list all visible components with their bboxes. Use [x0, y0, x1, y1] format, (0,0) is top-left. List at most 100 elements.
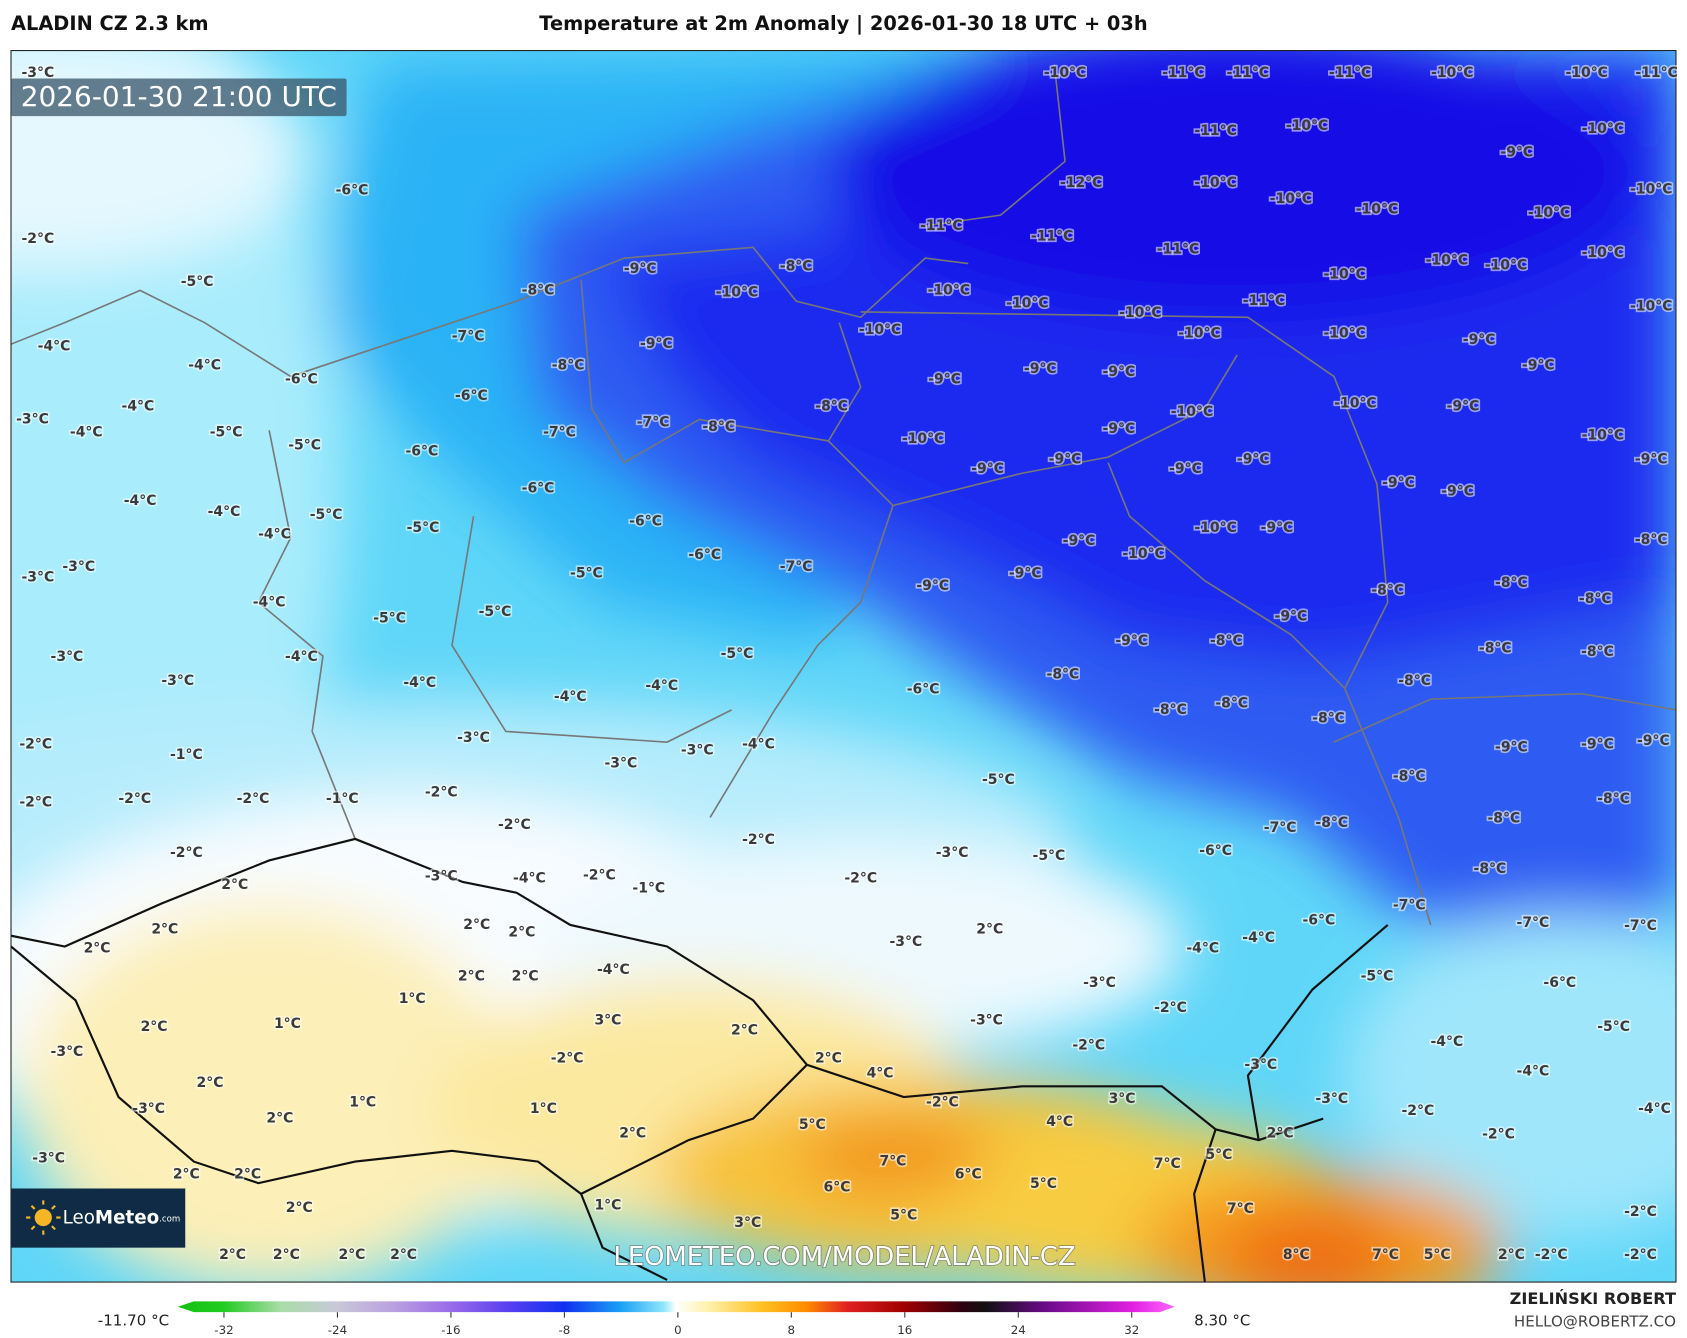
- temperature-label: -7°C: [780, 559, 813, 575]
- temperature-label: 6°C: [824, 1179, 851, 1195]
- temperature-label: 1°C: [274, 1016, 301, 1032]
- temperature-label: -3°C: [62, 559, 95, 575]
- colorbar-ticks: -32 -24 -16 -8 0 8 16 24 32: [214, 1312, 1139, 1337]
- temperature-label: 3°C: [594, 1013, 621, 1029]
- temperature-label: 5°C: [1424, 1247, 1451, 1263]
- temperature-label: -3°C: [32, 1150, 65, 1166]
- map-title: Temperature at 2m Anomaly | 2026-01-30 1…: [539, 12, 1147, 35]
- temperature-label: -4°C: [513, 871, 546, 887]
- temperature-label: -9°C: [1382, 475, 1415, 491]
- temperature-label: 2°C: [1498, 1247, 1525, 1263]
- temperature-label: -8°C: [1479, 641, 1512, 657]
- temperature-label: -4°C: [645, 678, 678, 694]
- temperature-label: 2°C: [731, 1022, 758, 1038]
- temperature-label: -5°C: [570, 565, 603, 581]
- temperature-label: 3°C: [1109, 1091, 1136, 1107]
- temperature-label: -8°C: [1154, 702, 1187, 718]
- temperature-label: -5°C: [210, 424, 243, 440]
- temperature-label: -8°C: [702, 419, 735, 435]
- temperature-label: -9°C: [1581, 736, 1614, 752]
- temperature-label: -5°C: [1597, 1019, 1630, 1035]
- temperature-label: -8°C: [552, 358, 585, 374]
- temperature-label: 5°C: [799, 1117, 826, 1133]
- temperature-label: -10°C: [1194, 175, 1236, 191]
- temperature-label: -4°C: [1517, 1063, 1550, 1079]
- temperature-label: -6°C: [688, 547, 721, 563]
- temperature-label: -8°C: [1398, 673, 1431, 689]
- temperature-label: -11°C: [1243, 293, 1285, 309]
- temperature-label: -2°C: [1535, 1247, 1568, 1263]
- temperature-label: -3°C: [16, 411, 49, 427]
- temperature-label: 2°C: [173, 1167, 200, 1183]
- temperature-label: -4°C: [38, 338, 71, 354]
- colorbar-tick-label: 16: [897, 1323, 912, 1337]
- temperature-label: -7°C: [543, 424, 576, 440]
- temperature-label: -3°C: [1083, 975, 1116, 991]
- temperature-label: -9°C: [1115, 633, 1148, 649]
- temperature-label: -7°C: [452, 329, 485, 345]
- temperature-label: -7°C: [1264, 820, 1297, 836]
- temperature-label: 1°C: [530, 1101, 557, 1117]
- model-name: ALADIN CZ 2.3 km: [11, 12, 209, 35]
- temperature-label: 2°C: [508, 925, 535, 941]
- temperature-label: -10°C: [1426, 252, 1468, 268]
- temperature-label: 2°C: [390, 1247, 417, 1263]
- temperature-label: -3°C: [970, 1013, 1003, 1029]
- temperature-label: -4°C: [188, 358, 221, 374]
- temperature-label: -11°C: [1194, 123, 1236, 139]
- colorbar-tick-label: 8: [788, 1323, 796, 1337]
- temperature-label: -9°C: [1495, 740, 1528, 756]
- temperature-label: -3°C: [681, 743, 714, 759]
- temperature-label: -10°C: [1171, 404, 1213, 420]
- temperature-label: -2°C: [551, 1050, 584, 1066]
- temperature-label: 6°C: [955, 1167, 982, 1183]
- temperature-label: -3°C: [425, 869, 458, 885]
- temperature-label: -8°C: [1474, 861, 1507, 877]
- temperature-label: 1°C: [594, 1198, 621, 1214]
- temperature-label: -3°C: [1315, 1091, 1348, 1107]
- temperature-label: -8°C: [1215, 695, 1248, 711]
- temperature-label: -9°C: [928, 372, 961, 388]
- temperature-label: -2°C: [1072, 1037, 1105, 1053]
- temperature-label: -3°C: [132, 1101, 165, 1117]
- temperature-label: -4°C: [742, 736, 775, 752]
- temperature-label: -8°C: [1371, 582, 1404, 598]
- temperature-label: 2°C: [234, 1167, 261, 1183]
- temperature-label: 2°C: [463, 917, 490, 933]
- temperature-label: -8°C: [1597, 791, 1630, 807]
- logo-light: Leo: [63, 1208, 95, 1229]
- temperature-label: -8°C: [1495, 575, 1528, 591]
- temperature-label: -11°C: [1635, 65, 1677, 81]
- temperature-label: -3°C: [889, 934, 922, 950]
- temperature-label: -7°C: [1517, 915, 1550, 931]
- timestamp-box: [11, 78, 347, 117]
- temperature-label: 2°C: [84, 941, 111, 957]
- temperature-label: -6°C: [455, 388, 488, 404]
- temperature-label: -6°C: [629, 514, 662, 530]
- temperature-label: -6°C: [907, 681, 940, 697]
- temperature-label: -2°C: [22, 231, 55, 247]
- temperature-label: -2°C: [1624, 1247, 1657, 1263]
- temperature-label: -9°C: [1049, 451, 1082, 467]
- temperature-label: -3°C: [22, 65, 55, 81]
- temperature-label: -4°C: [70, 424, 103, 440]
- temperature-label: -9°C: [916, 578, 949, 594]
- temperature-label: -4°C: [122, 399, 155, 415]
- temperature-label: -11°C: [1157, 242, 1199, 258]
- temperature-label: -10°C: [1006, 295, 1048, 311]
- email: HELLO@ROBERTZ.CO: [1514, 1312, 1676, 1330]
- temperature-label: -3°C: [457, 730, 490, 746]
- temperature-label: -9°C: [1102, 364, 1135, 380]
- temperature-label: -4°C: [124, 493, 157, 509]
- temperature-label: 2°C: [273, 1247, 300, 1263]
- temperature-label: -3°C: [51, 649, 84, 665]
- temperature-label: 2°C: [619, 1126, 646, 1142]
- temperature-label: -10°C: [1323, 325, 1365, 341]
- temperature-label: 5°C: [1205, 1147, 1232, 1163]
- temperature-label: 4°C: [867, 1065, 894, 1081]
- temperature-label: -10°C: [1485, 258, 1527, 274]
- temperature-label: -5°C: [1033, 848, 1066, 864]
- temperature-label: -10°C: [1178, 325, 1220, 341]
- temperature-label: 2°C: [512, 969, 539, 985]
